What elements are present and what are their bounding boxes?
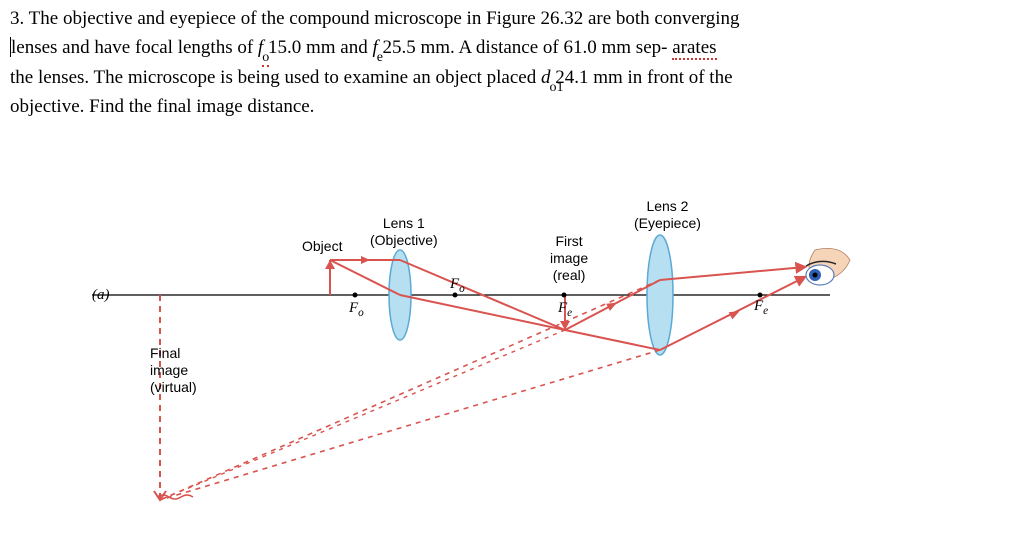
d-sub: o1 [549, 77, 563, 99]
arates-underlined: arates [672, 37, 716, 60]
label-fe-left: Fe [558, 300, 572, 319]
d-val: 24.1 mm in front of the [550, 67, 732, 88]
text-line3a: the lenses. The microscope is being used… [10, 67, 541, 88]
f-e-val: 25.5 mm. A distance of 61.0 mm sep- [378, 37, 672, 58]
text-line2a: lenses and have focal lengths of [11, 37, 258, 58]
label-object: Object [302, 238, 342, 255]
text-line1: The objective and eyepiece of the compou… [29, 8, 740, 29]
label-final-image: Finalimage(virtual) [150, 345, 197, 395]
figure-container: (a) Lens 1(Objective) Lens 2(Eyepiece) O… [0, 180, 1024, 540]
label-a: (a) [92, 287, 110, 304]
label-fo-right: Fo [450, 276, 465, 295]
text-line4: objective. Find the final image distance… [10, 96, 314, 117]
f-e-sub: e [377, 47, 383, 69]
label-fo-left: Fo [349, 300, 364, 319]
label-first-image: Firstimage(real) [550, 233, 588, 283]
label-fe-right: Fe [754, 298, 768, 317]
problem-number: 3. [10, 8, 24, 29]
f-o-val: 15.0 mm and [263, 37, 372, 58]
problem-text: 3. The objective and eyepiece of the com… [0, 0, 1024, 122]
label-lens1: Lens 1(Objective) [370, 215, 438, 249]
label-lens2: Lens 2(Eyepiece) [634, 198, 701, 232]
f-o-sub: o [262, 47, 269, 69]
